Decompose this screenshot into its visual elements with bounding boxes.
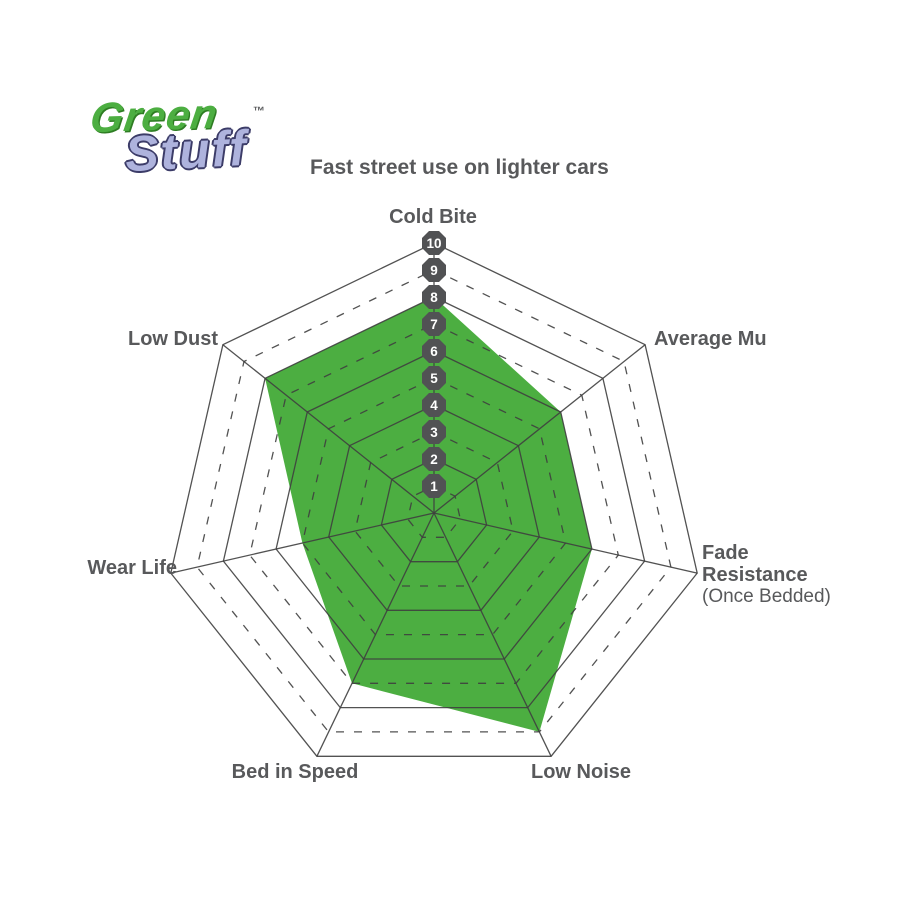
- grid-ring-4: [327, 404, 541, 611]
- scale-badge-shape: [422, 285, 446, 309]
- axis-label-bed-in-speed: Bed in Speed: [231, 761, 359, 783]
- scale-badge-4: 4: [422, 393, 446, 417]
- axis-spoke-5: [170, 512, 435, 574]
- grid-ring-10: [170, 242, 698, 757]
- scale-badge-shape: [422, 447, 446, 471]
- axis-label-fade-line2: Resistance: [702, 564, 808, 586]
- axis-label-low-noise: Low Noise: [530, 761, 631, 783]
- scale-badge-shape: [422, 366, 446, 390]
- axis-label-average-mu: Average Mu: [654, 328, 767, 350]
- scale-badge-shape: [422, 258, 446, 282]
- scale-badge-1: 1: [422, 474, 446, 498]
- brand-logo: Green Stuff ™: [85, 90, 285, 197]
- scale-badge-shape: [422, 312, 446, 336]
- chart-subtitle: Fast street use on lighter cars: [310, 156, 609, 179]
- axis-spoke-3: [433, 512, 552, 757]
- axis-label-fade-resistance: Fade Resistance (Once Bedded): [702, 542, 831, 608]
- scale-badge-value: 10: [426, 236, 441, 251]
- scale-badge-value: 5: [430, 371, 438, 386]
- axis-spoke-1: [433, 344, 646, 514]
- scale-badge-value: 8: [430, 290, 438, 305]
- scale-badge-3: 3: [422, 420, 446, 444]
- grid-ring-2: [380, 458, 488, 563]
- axis-label-fade-line1: Fade: [702, 542, 749, 564]
- grid-ring-9: [196, 269, 672, 733]
- axis-label-low-dust: Low Dust: [128, 328, 218, 350]
- scale-badge-value: 1: [430, 479, 438, 494]
- scale-badge-6: 6: [422, 339, 446, 363]
- grid-ring-6: [275, 350, 593, 660]
- scale-badge-9: 9: [422, 258, 446, 282]
- scale-badge-value: 3: [430, 425, 438, 440]
- scale-badge-shape: [422, 339, 446, 363]
- scale-badge-value: 9: [430, 263, 438, 278]
- axis-spoke-6: [222, 344, 435, 514]
- trademark-symbol: ™: [253, 104, 265, 118]
- scale-badge-shape: [422, 474, 446, 498]
- scale-badge-value: 7: [430, 317, 438, 332]
- axis-label-wear-life: Wear Life: [87, 557, 177, 579]
- axis-label-fade-line3: (Once Bedded): [702, 586, 831, 607]
- scale-badge-2: 2: [422, 447, 446, 471]
- scale-badge-8: 8: [422, 285, 446, 309]
- axis-spoke-4: [316, 512, 435, 757]
- scale-badge-shape: [422, 231, 446, 255]
- scale-badge-shape: [422, 420, 446, 444]
- scale-badge-10: 10: [422, 231, 446, 255]
- scale-badge-shape: [422, 393, 446, 417]
- axis-spoke-2: [433, 512, 698, 574]
- scale-badge-value: 2: [430, 452, 438, 467]
- axis-label-cold-bite: Cold Bite: [389, 206, 477, 228]
- scale-badge-7: 7: [422, 312, 446, 336]
- scale-badge-value: 4: [430, 398, 438, 413]
- scale-badge-5: 5: [422, 366, 446, 390]
- scale-badge-value: 6: [430, 344, 438, 359]
- grid-ring-7: [248, 323, 620, 684]
- grid-ring-8: [222, 296, 646, 709]
